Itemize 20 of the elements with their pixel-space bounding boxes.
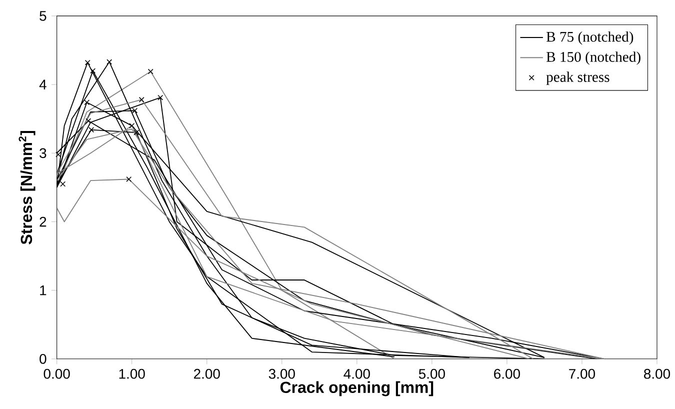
legend-label: B 75 (notched) bbox=[546, 32, 634, 45]
x-tick-label: 2.00 bbox=[194, 369, 220, 379]
y-tick-label: 5 bbox=[40, 11, 46, 21]
y-tick-label: 0 bbox=[40, 354, 46, 364]
y-tick-label: 3 bbox=[40, 148, 46, 158]
y-tick-label: 4 bbox=[39, 80, 46, 90]
y-axis-title: Stress [N/mm$^{2}$] bbox=[18, 131, 36, 244]
legend-label: peak stress bbox=[546, 72, 610, 86]
y-tick-label: 2 bbox=[40, 216, 46, 227]
x-tick-label: 0.00 bbox=[44, 369, 70, 379]
x-tick-label: 3.00 bbox=[268, 369, 295, 379]
legend-label: B 150 (notched) bbox=[546, 52, 640, 65]
x-tick-label: 4.00 bbox=[344, 369, 370, 379]
x-tick-label: 5.00 bbox=[418, 369, 445, 379]
x-tick-label: 7.00 bbox=[569, 369, 596, 379]
x-tick-label: 1.00 bbox=[119, 369, 145, 379]
x-axis-title: Crack opening [mm] bbox=[280, 381, 434, 396]
x-tick-label: 8.00 bbox=[644, 369, 670, 379]
x-tick-label: 6.00 bbox=[494, 369, 520, 379]
y-tick-label: 1 bbox=[40, 286, 46, 296]
